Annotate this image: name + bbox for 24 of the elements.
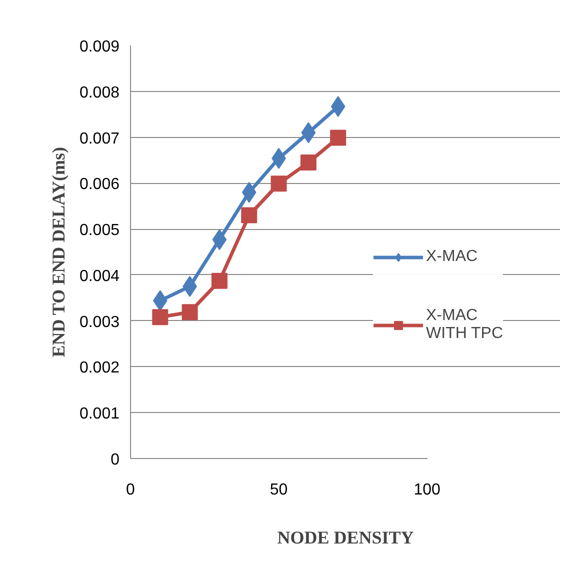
- x-tick-label: 0: [126, 482, 136, 498]
- x-axis-title: NODE DENSITY: [277, 528, 414, 548]
- x-tick-label: 100: [414, 482, 440, 498]
- y-tick-label: 0.006: [79, 176, 120, 194]
- y-tick-label: 0: [110, 452, 120, 468]
- y-tick-label: 0.002: [79, 360, 120, 377]
- y-tick-label: 0.009: [79, 38, 120, 56]
- point: [211, 272, 228, 289]
- y-tick-label: 0.005: [79, 222, 120, 240]
- y-tick-label: 0.004: [79, 268, 120, 285]
- y-tick-label: 0.008: [79, 84, 120, 102]
- point: [241, 207, 258, 224]
- x-tick-label: 50: [270, 482, 288, 498]
- y-axis-title: END TO END DELAY(ms): [48, 147, 68, 358]
- point: [330, 130, 346, 146]
- point: [152, 309, 168, 326]
- point: [300, 154, 316, 171]
- point: [182, 304, 198, 320]
- legend-label: X-MAC WITH TPC: [426, 307, 504, 343]
- y-tick-label: 0.007: [79, 130, 120, 148]
- legend-label: X-MAC: [426, 248, 478, 266]
- point: [270, 176, 287, 192]
- y-tick-label: 0.001: [79, 406, 120, 423]
- y-tick-label: 0.003: [79, 314, 120, 331]
